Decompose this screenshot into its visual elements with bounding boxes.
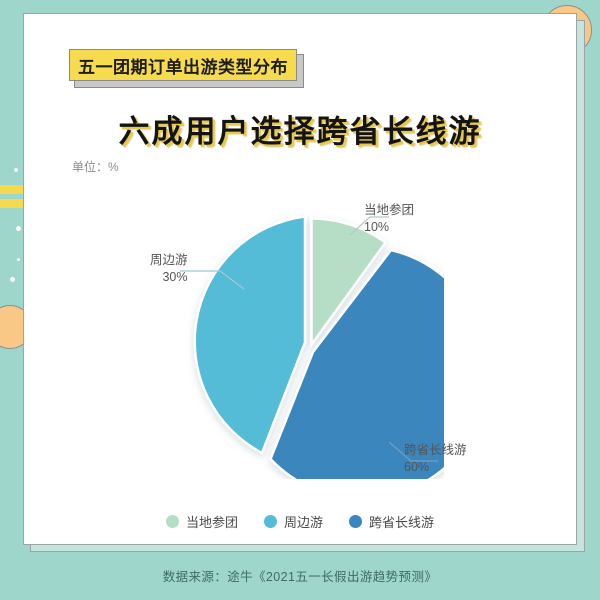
dot-decoration bbox=[16, 226, 21, 231]
page-title: 六成用户选择跨省长线游 bbox=[118, 114, 482, 150]
legend-label-cross-province: 跨省长线游 bbox=[369, 515, 435, 530]
yellow-bar-decoration-2 bbox=[0, 199, 42, 208]
badge-box: 五一团期订单出游类型分布 bbox=[69, 49, 297, 81]
callout-around-pct: 30% bbox=[162, 269, 188, 284]
chart-legend: 当地参团 周边游 跨省长线游 bbox=[24, 512, 576, 531]
callout-cross-province-pct: 60% bbox=[404, 459, 430, 474]
unit-label: 单位：% bbox=[72, 160, 119, 174]
badge-label: 五一团期订单出游类型分布 bbox=[78, 57, 288, 78]
pie-slice-cross-province bbox=[269, 248, 444, 479]
pie-chart bbox=[180, 215, 444, 479]
legend-label-around: 周边游 bbox=[283, 515, 323, 530]
callout-cross-province-name: 跨省长线游 bbox=[404, 443, 467, 457]
legend-label-local: 当地参团 bbox=[185, 515, 238, 530]
dot-decoration bbox=[14, 168, 18, 172]
pie-slice-around bbox=[193, 215, 307, 455]
legend-swatch-icon bbox=[263, 515, 277, 528]
legend-swatch-icon bbox=[165, 515, 179, 528]
callout-local: 当地参团 10% bbox=[364, 202, 414, 236]
dot-decoration bbox=[10, 277, 15, 282]
legend-item-cross-province: 跨省长线游 bbox=[349, 512, 434, 531]
content-card: 五一团期订单出游类型分布 六成用户选择跨省长线游 单位：% bbox=[23, 13, 577, 545]
leader-line-local bbox=[349, 216, 389, 236]
leader-line-around bbox=[180, 270, 245, 290]
section-badge: 五一团期订单出游类型分布 bbox=[69, 49, 304, 88]
callout-around-name: 周边游 bbox=[150, 253, 188, 267]
legend-item-local: 当地参团 bbox=[165, 512, 238, 531]
callout-cross-province: 跨省长线游 60% bbox=[404, 442, 467, 476]
callout-local-name: 当地参团 bbox=[364, 203, 415, 217]
dot-decoration bbox=[17, 258, 20, 261]
leader-line-cross-province bbox=[388, 441, 438, 462]
callout-around: 周边游 30% bbox=[150, 252, 188, 286]
data-source-footer: 数据来源：途牛《2021五一长假出游趋势预测》 bbox=[162, 570, 438, 584]
callout-local-pct: 10% bbox=[364, 219, 390, 234]
legend-swatch-icon bbox=[349, 515, 362, 528]
legend-item-around: 周边游 bbox=[263, 512, 323, 531]
